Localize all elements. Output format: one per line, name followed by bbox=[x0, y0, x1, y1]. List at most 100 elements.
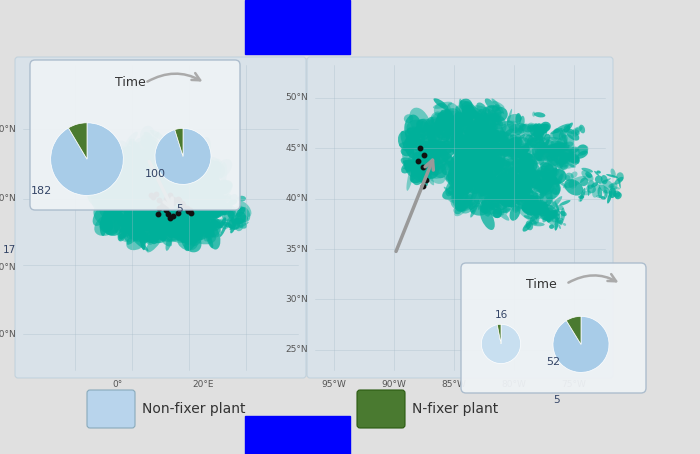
Ellipse shape bbox=[119, 181, 134, 193]
Ellipse shape bbox=[475, 130, 489, 143]
Ellipse shape bbox=[535, 154, 547, 160]
Ellipse shape bbox=[524, 135, 533, 145]
Ellipse shape bbox=[436, 125, 450, 140]
Ellipse shape bbox=[482, 191, 493, 204]
Ellipse shape bbox=[172, 184, 180, 202]
Ellipse shape bbox=[202, 194, 211, 203]
Ellipse shape bbox=[150, 227, 167, 243]
Ellipse shape bbox=[205, 200, 220, 218]
Ellipse shape bbox=[482, 201, 495, 210]
Ellipse shape bbox=[126, 188, 133, 200]
Ellipse shape bbox=[500, 142, 509, 151]
Ellipse shape bbox=[118, 183, 124, 192]
Ellipse shape bbox=[466, 112, 491, 121]
Ellipse shape bbox=[172, 156, 192, 177]
Ellipse shape bbox=[164, 197, 173, 209]
Ellipse shape bbox=[540, 172, 554, 194]
Ellipse shape bbox=[407, 159, 415, 191]
Ellipse shape bbox=[601, 196, 606, 200]
Ellipse shape bbox=[550, 178, 556, 185]
Bar bbox=[245, 0, 350, 54]
Ellipse shape bbox=[477, 116, 486, 128]
Ellipse shape bbox=[505, 158, 519, 165]
Ellipse shape bbox=[489, 140, 497, 152]
Ellipse shape bbox=[129, 138, 136, 146]
Ellipse shape bbox=[430, 160, 447, 176]
Ellipse shape bbox=[500, 181, 516, 196]
Ellipse shape bbox=[414, 158, 430, 172]
Ellipse shape bbox=[412, 150, 430, 166]
Ellipse shape bbox=[464, 113, 470, 118]
Ellipse shape bbox=[406, 138, 426, 159]
Ellipse shape bbox=[165, 176, 181, 193]
Ellipse shape bbox=[554, 153, 565, 164]
Ellipse shape bbox=[166, 220, 173, 224]
Ellipse shape bbox=[177, 180, 191, 198]
Ellipse shape bbox=[123, 197, 134, 205]
Ellipse shape bbox=[545, 196, 562, 214]
Text: 45°N: 45°N bbox=[286, 144, 308, 153]
Ellipse shape bbox=[144, 153, 150, 162]
Ellipse shape bbox=[211, 161, 221, 173]
Ellipse shape bbox=[129, 166, 137, 175]
Ellipse shape bbox=[99, 198, 118, 220]
Ellipse shape bbox=[454, 206, 462, 214]
Ellipse shape bbox=[456, 116, 461, 122]
Ellipse shape bbox=[159, 152, 186, 170]
Ellipse shape bbox=[189, 211, 204, 237]
Ellipse shape bbox=[540, 122, 551, 132]
Ellipse shape bbox=[506, 179, 518, 196]
Ellipse shape bbox=[177, 173, 207, 200]
Ellipse shape bbox=[155, 180, 169, 194]
Ellipse shape bbox=[195, 192, 206, 206]
Ellipse shape bbox=[190, 151, 197, 167]
Ellipse shape bbox=[125, 200, 146, 227]
Ellipse shape bbox=[498, 164, 512, 187]
Ellipse shape bbox=[220, 162, 228, 184]
Ellipse shape bbox=[537, 183, 546, 193]
Ellipse shape bbox=[101, 185, 124, 209]
Ellipse shape bbox=[561, 208, 565, 221]
Ellipse shape bbox=[486, 145, 500, 156]
Ellipse shape bbox=[445, 178, 457, 196]
Ellipse shape bbox=[458, 159, 466, 173]
Ellipse shape bbox=[522, 171, 535, 185]
Ellipse shape bbox=[178, 173, 209, 205]
Ellipse shape bbox=[403, 164, 430, 169]
Ellipse shape bbox=[492, 101, 505, 109]
Ellipse shape bbox=[202, 212, 216, 225]
Ellipse shape bbox=[435, 138, 450, 151]
Ellipse shape bbox=[127, 217, 149, 245]
Ellipse shape bbox=[112, 193, 127, 213]
Ellipse shape bbox=[166, 203, 179, 222]
Ellipse shape bbox=[485, 145, 498, 160]
Ellipse shape bbox=[582, 191, 592, 195]
Ellipse shape bbox=[416, 118, 440, 135]
Ellipse shape bbox=[164, 201, 176, 217]
Ellipse shape bbox=[542, 217, 550, 221]
Ellipse shape bbox=[480, 158, 486, 168]
Ellipse shape bbox=[173, 181, 182, 196]
Ellipse shape bbox=[187, 218, 194, 226]
Ellipse shape bbox=[536, 170, 547, 177]
Wedge shape bbox=[566, 316, 581, 345]
Ellipse shape bbox=[101, 196, 106, 207]
Ellipse shape bbox=[189, 191, 201, 206]
Ellipse shape bbox=[460, 135, 471, 143]
Ellipse shape bbox=[573, 128, 580, 137]
Ellipse shape bbox=[513, 134, 522, 151]
Ellipse shape bbox=[452, 117, 464, 149]
Ellipse shape bbox=[193, 198, 211, 212]
Ellipse shape bbox=[176, 163, 186, 178]
Ellipse shape bbox=[201, 163, 213, 177]
Ellipse shape bbox=[146, 136, 151, 143]
Ellipse shape bbox=[146, 142, 159, 154]
Ellipse shape bbox=[204, 230, 214, 242]
Ellipse shape bbox=[447, 137, 480, 154]
Ellipse shape bbox=[126, 189, 134, 196]
Ellipse shape bbox=[181, 190, 191, 202]
Ellipse shape bbox=[134, 183, 142, 193]
Ellipse shape bbox=[125, 226, 141, 239]
Ellipse shape bbox=[165, 153, 178, 164]
Ellipse shape bbox=[134, 176, 141, 186]
